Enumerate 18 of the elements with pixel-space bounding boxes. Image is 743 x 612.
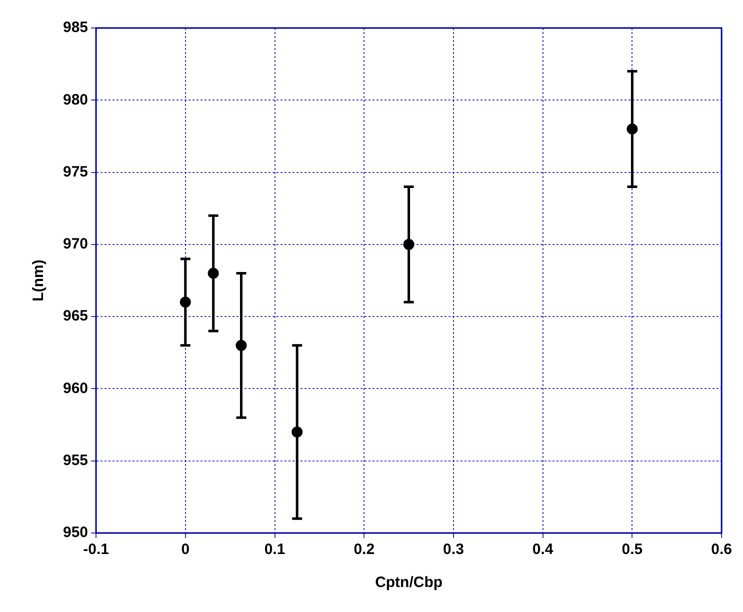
y-axis-title: L(nm)	[30, 260, 48, 302]
y-tick-label: 970	[62, 236, 88, 253]
y-tick-label: 955	[62, 452, 88, 469]
x-tick-label: 0	[181, 541, 190, 558]
x-tick-label: 0.2	[354, 541, 375, 558]
x-tick-label: 0.6	[711, 541, 732, 558]
y-tick-label: 965	[62, 308, 88, 325]
y-tick-label: 980	[62, 91, 88, 108]
x-tick-label: 0.4	[532, 541, 554, 558]
y-tick-label: 975	[62, 163, 88, 180]
y-tick-label: 985	[62, 19, 88, 36]
x-tick-label: 0.3	[443, 541, 464, 558]
x-tick-label: 0.1	[264, 541, 286, 558]
x-axis-title: Cptn/Cbp	[375, 574, 443, 592]
x-tick-label: 0.5	[622, 541, 643, 558]
y-tick-label: 960	[62, 380, 88, 397]
x-tick-label: -0.1	[83, 541, 109, 558]
y-tick-label: 950	[62, 524, 88, 542]
